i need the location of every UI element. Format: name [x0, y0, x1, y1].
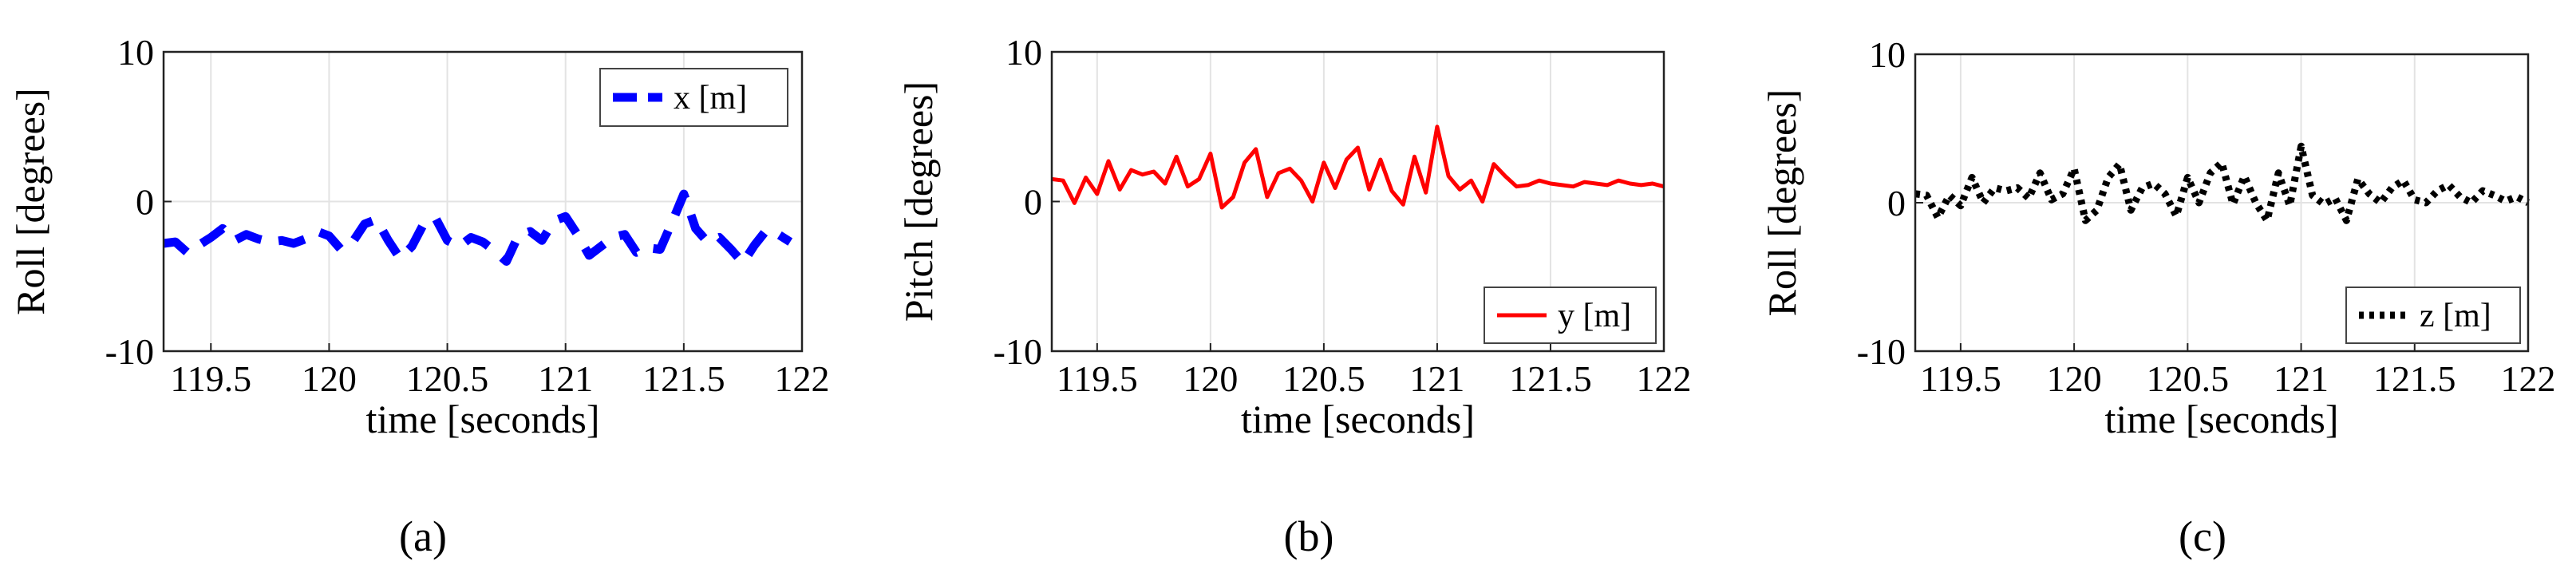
x-tick-label: 120	[302, 358, 357, 399]
panel-caption: (b)	[1284, 512, 1334, 560]
y-tick-label: -10	[1857, 331, 1906, 372]
y-tick-label: -10	[105, 331, 154, 372]
y-tick-label: 0	[1024, 182, 1042, 223]
x-tick-label: 121	[1409, 358, 1464, 399]
x-tick-label: 120	[2047, 358, 2102, 399]
x-axis-label: time [seconds]	[2105, 397, 2339, 441]
panel-caption: (a)	[399, 512, 447, 560]
y-tick-label: 0	[1887, 183, 1906, 223]
x-tick-label: 121.5	[2373, 358, 2456, 399]
legend-box	[2345, 287, 2521, 344]
y-tick-label: 0	[136, 182, 154, 223]
y-tick-label: 10	[1869, 34, 1906, 75]
x-tick-label: 120.5	[2147, 358, 2230, 399]
legend-label: x [m]	[674, 80, 747, 117]
y-tick-label: 10	[1006, 32, 1042, 73]
x-tick-label: 120.5	[406, 358, 489, 399]
series-line-0	[1051, 125, 1665, 210]
x-tick-label: 122	[1637, 358, 1692, 399]
x-axis-label: time [seconds]	[1241, 397, 1475, 441]
chart-panel-2: 119.5 120 120.5 121 121.5 122 -10 0 10 time [seco…	[1760, 34, 2556, 560]
chart-panel-0: 119.5 120 120.5 121 121.5 122 -10 0 10 time [seco…	[8, 32, 830, 560]
legend-label: y [m]	[1558, 298, 1631, 334]
series-line-0	[163, 189, 793, 267]
x-tick-label: 121.5	[642, 358, 725, 399]
x-tick-label: 122	[775, 358, 830, 399]
y-axis-label: Pitch [degrees]	[896, 81, 941, 322]
x-tick-label: 121	[538, 358, 593, 399]
x-axis-label: time [seconds]	[366, 397, 600, 441]
x-tick-label: 120.5	[1282, 358, 1365, 399]
y-axis-label: Roll [degrees]	[1760, 89, 1804, 317]
legend-label: z [m]	[2420, 298, 2491, 334]
x-tick-label: 119.5	[1057, 358, 1138, 399]
panel-caption: (c)	[2179, 512, 2226, 560]
x-tick-label: 120	[1183, 358, 1238, 399]
x-tick-label: 121.5	[1509, 358, 1592, 399]
chart-panel-1: 119.5 120 120.5 121 121.5 122 -10 0 10 time [seco…	[896, 32, 1692, 560]
y-tick-label: 10	[117, 32, 154, 73]
x-tick-label: 119.5	[1920, 358, 2001, 399]
series-line-0	[1914, 142, 2531, 224]
y-tick-label: -10	[994, 331, 1042, 372]
y-axis-label: Roll [degrees]	[8, 88, 53, 315]
x-tick-label: 122	[2501, 358, 2556, 399]
x-tick-label: 119.5	[170, 358, 251, 399]
x-tick-label: 121	[2274, 358, 2329, 399]
